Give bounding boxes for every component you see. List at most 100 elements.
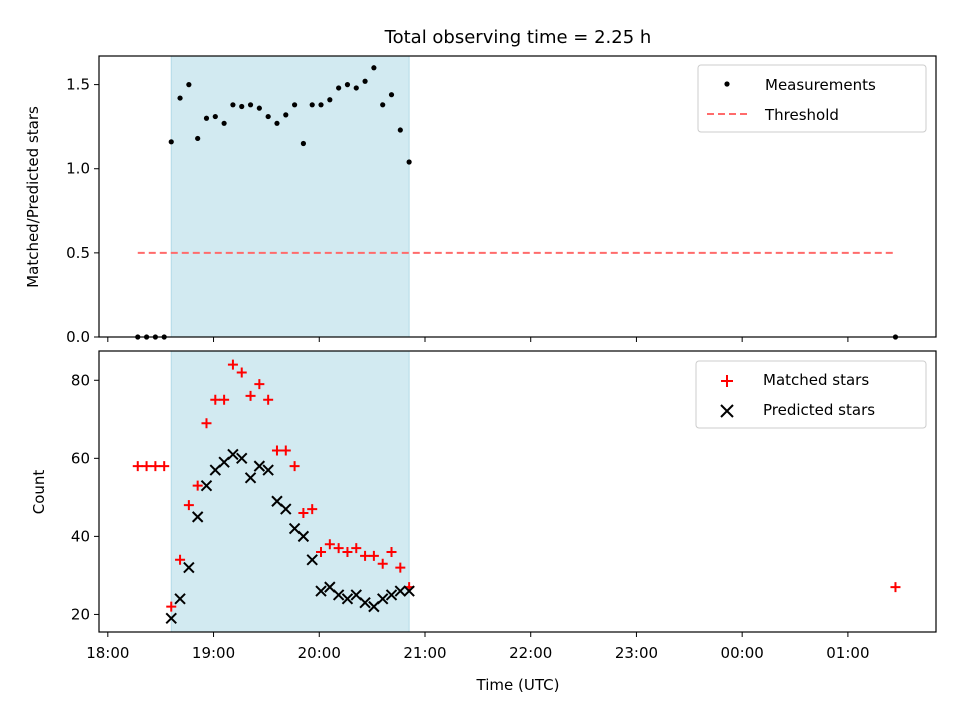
predicted-star-point — [306, 554, 318, 566]
matched-star-point — [141, 461, 152, 472]
matched-star-point — [280, 445, 291, 456]
predicted-star-point — [191, 511, 204, 523]
measurement-point — [221, 120, 227, 126]
measurement-point — [203, 115, 210, 121]
legend-matched-label: Matched stars — [763, 371, 869, 389]
x-tick-label: 22:00 — [509, 644, 552, 662]
measurement-point — [362, 78, 368, 84]
measurement-point — [336, 85, 342, 91]
measurement-point — [300, 140, 307, 147]
matched-star-point — [395, 562, 406, 573]
measurement-point — [344, 82, 351, 88]
predicted-star-point — [183, 561, 195, 574]
legend-measurements-label: Measurements — [765, 76, 876, 94]
legend-threshold-label: Threshold — [764, 106, 839, 124]
matched-star-point — [333, 543, 344, 554]
x-tick-label: 23:00 — [615, 644, 658, 662]
matched-star-point — [150, 461, 161, 472]
measurement-point — [318, 102, 324, 108]
ratio-plot-frame — [98, 55, 937, 338]
matched-star-point — [254, 379, 265, 390]
predicted-star-point — [297, 530, 310, 543]
x-tick-label: 19:00 — [192, 644, 235, 662]
measurement-point — [239, 103, 245, 110]
matched-star-point — [263, 394, 274, 405]
measurement-point — [353, 85, 359, 91]
matched-star-point — [201, 418, 212, 429]
predicted-star-point — [174, 593, 186, 605]
predicted-star-point — [403, 585, 415, 597]
counts-y-tick-label: 60 — [71, 449, 90, 467]
matched-star-point — [351, 543, 362, 554]
measurement-point — [265, 113, 271, 120]
predicted-star-point — [376, 593, 389, 605]
matched-star-point — [360, 550, 371, 561]
matched-star-point — [227, 359, 238, 370]
measurement-point — [309, 102, 315, 108]
matched-star-point — [210, 394, 221, 405]
measurement-point — [397, 127, 403, 133]
measurement-point — [371, 65, 377, 71]
chart-title: Total observing time = 2.25 h — [384, 27, 652, 48]
counts-y-tick-label: 40 — [71, 527, 90, 545]
measurement-point — [247, 102, 254, 108]
ratio-y-tick-label: 0.0 — [66, 328, 90, 346]
predicted-star-point — [253, 460, 266, 472]
matched-star-point — [132, 461, 143, 472]
matched-star-point — [271, 445, 282, 456]
measurement-point — [168, 139, 174, 145]
legend-predicted-label: Predicted stars — [763, 401, 875, 419]
x-tick-label: 01:00 — [826, 644, 869, 662]
counts-panel: 20 40 60 80 18:00 19:00 20:00 21:00 22:00 23:00 0… — [30, 350, 937, 694]
matched-star-point — [377, 558, 388, 569]
matched-star-point — [316, 546, 327, 557]
measurement-point — [212, 113, 218, 120]
measurement-point — [195, 135, 201, 142]
matched-star-point — [236, 367, 247, 378]
counts-legend-box — [695, 360, 927, 429]
counts-y-axis-label: Count — [30, 470, 48, 515]
matched-star-point — [159, 461, 170, 472]
predicted-star-point — [385, 589, 398, 601]
counts-y-tick-label: 20 — [71, 605, 90, 623]
measurement-point — [406, 159, 412, 165]
predicted-star-point — [200, 479, 213, 492]
matched-star-point — [175, 554, 186, 565]
matched-star-point — [289, 461, 300, 472]
matched-star-point — [368, 550, 379, 561]
matched-star-point — [890, 582, 901, 593]
matched-star-point — [342, 546, 353, 557]
matched-star-point — [192, 480, 203, 491]
measurement-point — [380, 102, 386, 108]
matched-star-point — [307, 504, 318, 515]
predicted-star-point — [280, 503, 292, 515]
counts-y-tick-label: 80 — [71, 371, 90, 389]
x-tick-label: 00:00 — [721, 644, 764, 662]
measurement-point — [256, 105, 262, 111]
predicted-star-point — [236, 452, 248, 465]
x-tick-label: 18:00 — [86, 644, 129, 662]
measurement-point — [327, 97, 333, 103]
matched-star-point — [245, 390, 256, 401]
counts-observing-window — [170, 350, 410, 633]
ratio-legend: Measurements Threshold — [697, 64, 927, 133]
counts-legend: Matched stars Predicted stars — [695, 360, 927, 429]
measurement-point — [186, 82, 192, 88]
predicted-star-point — [262, 464, 274, 476]
ratio-legend-box — [697, 64, 927, 133]
ratio-y-tick-label: 1.0 — [66, 160, 90, 178]
ratio-y-tick-label: 0.5 — [66, 244, 90, 262]
predicted-star-point — [359, 597, 371, 609]
x-tick-label: 20:00 — [298, 644, 341, 662]
matched-star-point — [166, 601, 177, 612]
ratio-y-axis-label: Matched/Predicted stars — [24, 106, 42, 288]
matched-star-point — [324, 539, 335, 550]
legend-measurements-marker — [724, 81, 730, 87]
measurement-point — [274, 120, 280, 126]
legend-matched-marker — [721, 375, 733, 387]
matched-star-point — [386, 546, 397, 557]
ratio-panel: 0.0 0.5 1.0 1.5 Matched/Predicted stars Mea… — [24, 55, 937, 346]
measurement-point — [230, 102, 236, 108]
predicted-star-point — [332, 589, 345, 601]
